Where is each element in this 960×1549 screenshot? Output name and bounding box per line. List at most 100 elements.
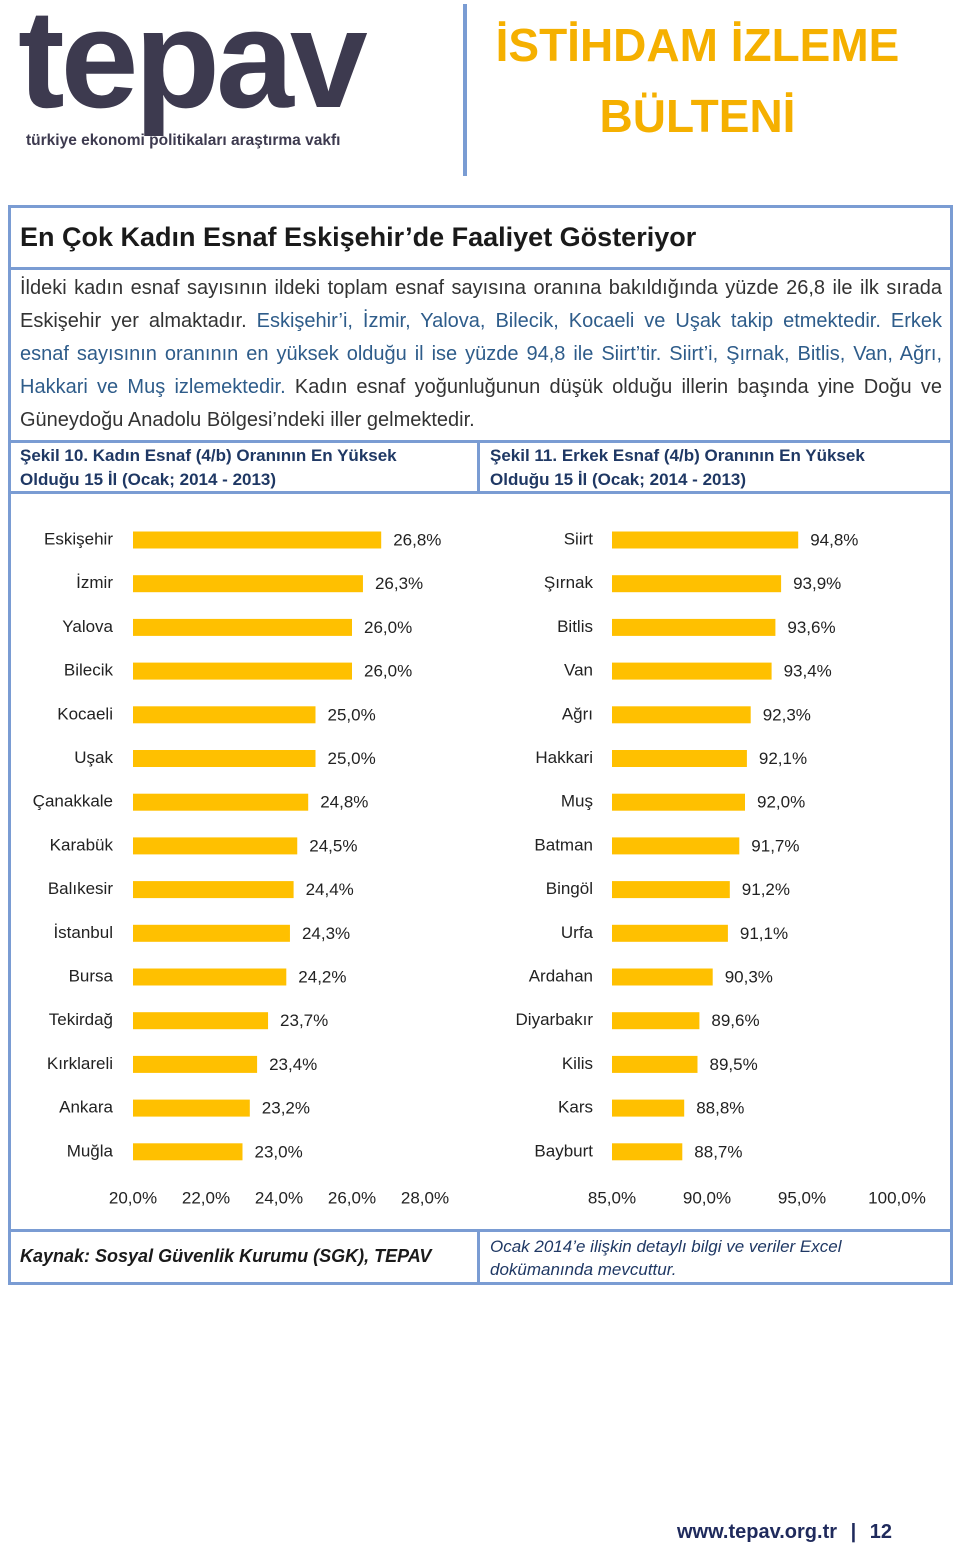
y-tick-label: Siirt: [564, 529, 594, 548]
value-label: 93,6%: [787, 618, 835, 637]
source: Kaynak: Sosyal Güvenlik Kurumu (SGK), TE…: [20, 1246, 432, 1266]
bar: [612, 531, 799, 549]
bar: [612, 1143, 683, 1161]
value-label: 26,0%: [364, 618, 412, 637]
bar: [612, 793, 745, 811]
page-number: 12: [869, 1521, 893, 1543]
y-tick-label: Uşak: [74, 748, 113, 767]
value-label: 92,0%: [757, 793, 805, 812]
x-tick-label: 28,0%: [401, 1188, 449, 1207]
bar: [133, 1099, 250, 1117]
bar: [612, 575, 782, 593]
y-tick-label: Kocaeli: [57, 704, 113, 723]
y-tick-label: Batman: [534, 835, 593, 854]
y-tick-label: Kars: [558, 1098, 593, 1117]
rule: [8, 440, 953, 443]
header-divider: [463, 4, 467, 176]
y-tick-label: Muş: [561, 792, 593, 811]
value-label: 94,8%: [810, 530, 858, 549]
rule: [8, 1229, 953, 1232]
value-label: 93,9%: [793, 574, 841, 593]
bar: [133, 968, 287, 986]
page-footer: www.tepav.org.tr | 12: [677, 1521, 893, 1543]
bar: [612, 1012, 700, 1030]
bar: [612, 924, 728, 942]
value-label: 90,3%: [725, 967, 773, 986]
value-label: 25,0%: [328, 705, 376, 724]
note: Ocak 2014’e ilişkin detaylı bilgi ve ver…: [490, 1237, 842, 1279]
bar: [612, 1099, 685, 1117]
bar: [133, 1055, 258, 1073]
rule: [8, 267, 953, 270]
x-tick-label: 20,0%: [109, 1188, 157, 1207]
x-tick-label: 85,0%: [588, 1188, 636, 1207]
y-tick-label: Bilecik: [64, 661, 114, 680]
sentence: Kadın esnaf yoğunluğunun düşük olduğu il…: [20, 376, 943, 431]
y-tick-label: Diyarbakır: [516, 1010, 594, 1029]
y-tick-label: Kırklareli: [47, 1054, 113, 1073]
bar: [133, 750, 316, 767]
y-tick-label: Yalova: [62, 617, 113, 636]
bar: [612, 881, 730, 899]
value-label: 91,2%: [742, 880, 790, 899]
value-label: 25,0%: [328, 749, 376, 768]
value-label: 23,4%: [269, 1055, 317, 1074]
bar: [612, 837, 740, 855]
value-label: 24,8%: [320, 793, 368, 812]
y-tick-label: Muğla: [67, 1141, 114, 1160]
bar: [133, 531, 382, 549]
figure-caption: Şekil 10. Kadın Esnaf (4/b) Oranının En …: [20, 446, 397, 489]
value-label: 93,4%: [784, 662, 832, 681]
y-tick-label: Kilis: [562, 1054, 593, 1073]
value-label: 89,5%: [710, 1055, 758, 1074]
bar: [612, 706, 751, 724]
value-label: 91,1%: [740, 924, 788, 943]
bulletin-title: İSTİHDAM İZLEME BÜLTENİ: [495, 19, 900, 142]
frame: [8, 205, 953, 1285]
bar: [612, 618, 776, 636]
bar: [133, 881, 294, 899]
bar: [133, 618, 352, 636]
value-label: 24,2%: [298, 967, 346, 986]
y-tick-label: Karabük: [50, 835, 114, 854]
figure-caption: Şekil 11. Erkek Esnaf (4/b) Oranının En …: [490, 446, 865, 489]
x-tick-label: 95,0%: [778, 1188, 826, 1207]
value-label: 89,6%: [711, 1011, 759, 1030]
y-tick-label: İzmir: [76, 573, 113, 592]
bar: [133, 793, 309, 811]
value-label: 23,7%: [280, 1011, 328, 1030]
x-tick-label: 26,0%: [328, 1188, 376, 1207]
y-tick-label: Urfa: [561, 923, 594, 942]
x-tick-label: 24,0%: [255, 1188, 303, 1207]
website: www.tepav.org.tr: [677, 1521, 838, 1543]
sentence: İldeki kadın esnaf sayısının ildeki topl…: [20, 277, 942, 332]
bar: [133, 575, 363, 593]
bar: [133, 1012, 269, 1030]
y-tick-label: Balıkesir: [48, 879, 114, 898]
bar: [133, 662, 352, 680]
y-tick-label: Bitlis: [557, 617, 593, 636]
bar: [133, 837, 298, 855]
x-tick-label: 22,0%: [182, 1188, 230, 1207]
bar: [133, 1143, 243, 1161]
bar: [612, 968, 713, 986]
y-tick-label: Van: [564, 661, 593, 680]
section-heading: En Çok Kadın Esnaf Eskişehir’de Faaliyet…: [20, 222, 697, 252]
rule: [477, 440, 480, 494]
y-tick-label: Bingöl: [546, 879, 593, 898]
value-label: 26,0%: [364, 662, 412, 681]
bar: [612, 750, 747, 767]
value-label: 88,7%: [694, 1142, 742, 1161]
y-tick-label: Çanakkale: [33, 792, 113, 811]
y-tick-label: Bayburt: [534, 1141, 593, 1160]
value-label: 92,1%: [759, 749, 807, 768]
value-label: 23,2%: [262, 1099, 310, 1118]
y-tick-label: Şırnak: [544, 573, 594, 592]
logo-subtitle: türkiye ekonomi politikaları araştırma v…: [26, 132, 340, 149]
y-tick-label: İstanbul: [53, 923, 113, 942]
value-label: 91,7%: [751, 836, 799, 855]
y-tick-label: Ankara: [59, 1098, 113, 1117]
y-tick-label: Bursa: [69, 966, 114, 985]
value-label: 24,3%: [302, 924, 350, 943]
